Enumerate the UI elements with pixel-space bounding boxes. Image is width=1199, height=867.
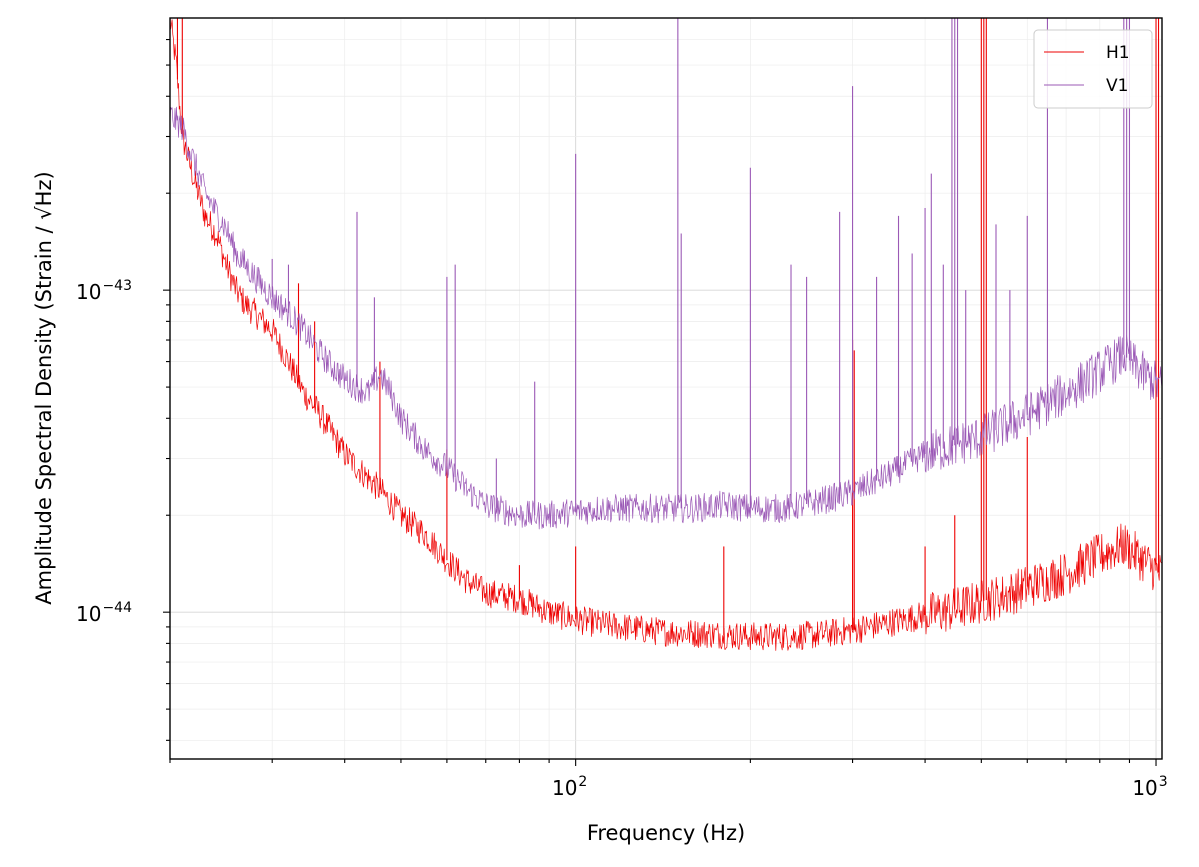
x-tick-exponent: 3: [1159, 774, 1168, 790]
series-line: [170, 18, 1162, 651]
plot-frame: [169, 17, 1163, 760]
y-tick-exponent: −44: [102, 600, 132, 616]
series-line: [170, 106, 1162, 530]
legend: H1 V1: [1033, 29, 1153, 109]
legend-label: H1: [1106, 43, 1130, 63]
legend-box: [1033, 29, 1153, 109]
y-tick-exponent: −43: [102, 278, 132, 294]
x-tick-exponent: 2: [578, 774, 587, 790]
legend-label: V1: [1106, 76, 1128, 96]
x-axis-label: Frequency (Hz): [587, 821, 745, 845]
y-axis-label: Amplitude Spectral Density (Strain / √Hz…: [32, 171, 56, 604]
y-tick-label: 10−43: [76, 278, 132, 304]
